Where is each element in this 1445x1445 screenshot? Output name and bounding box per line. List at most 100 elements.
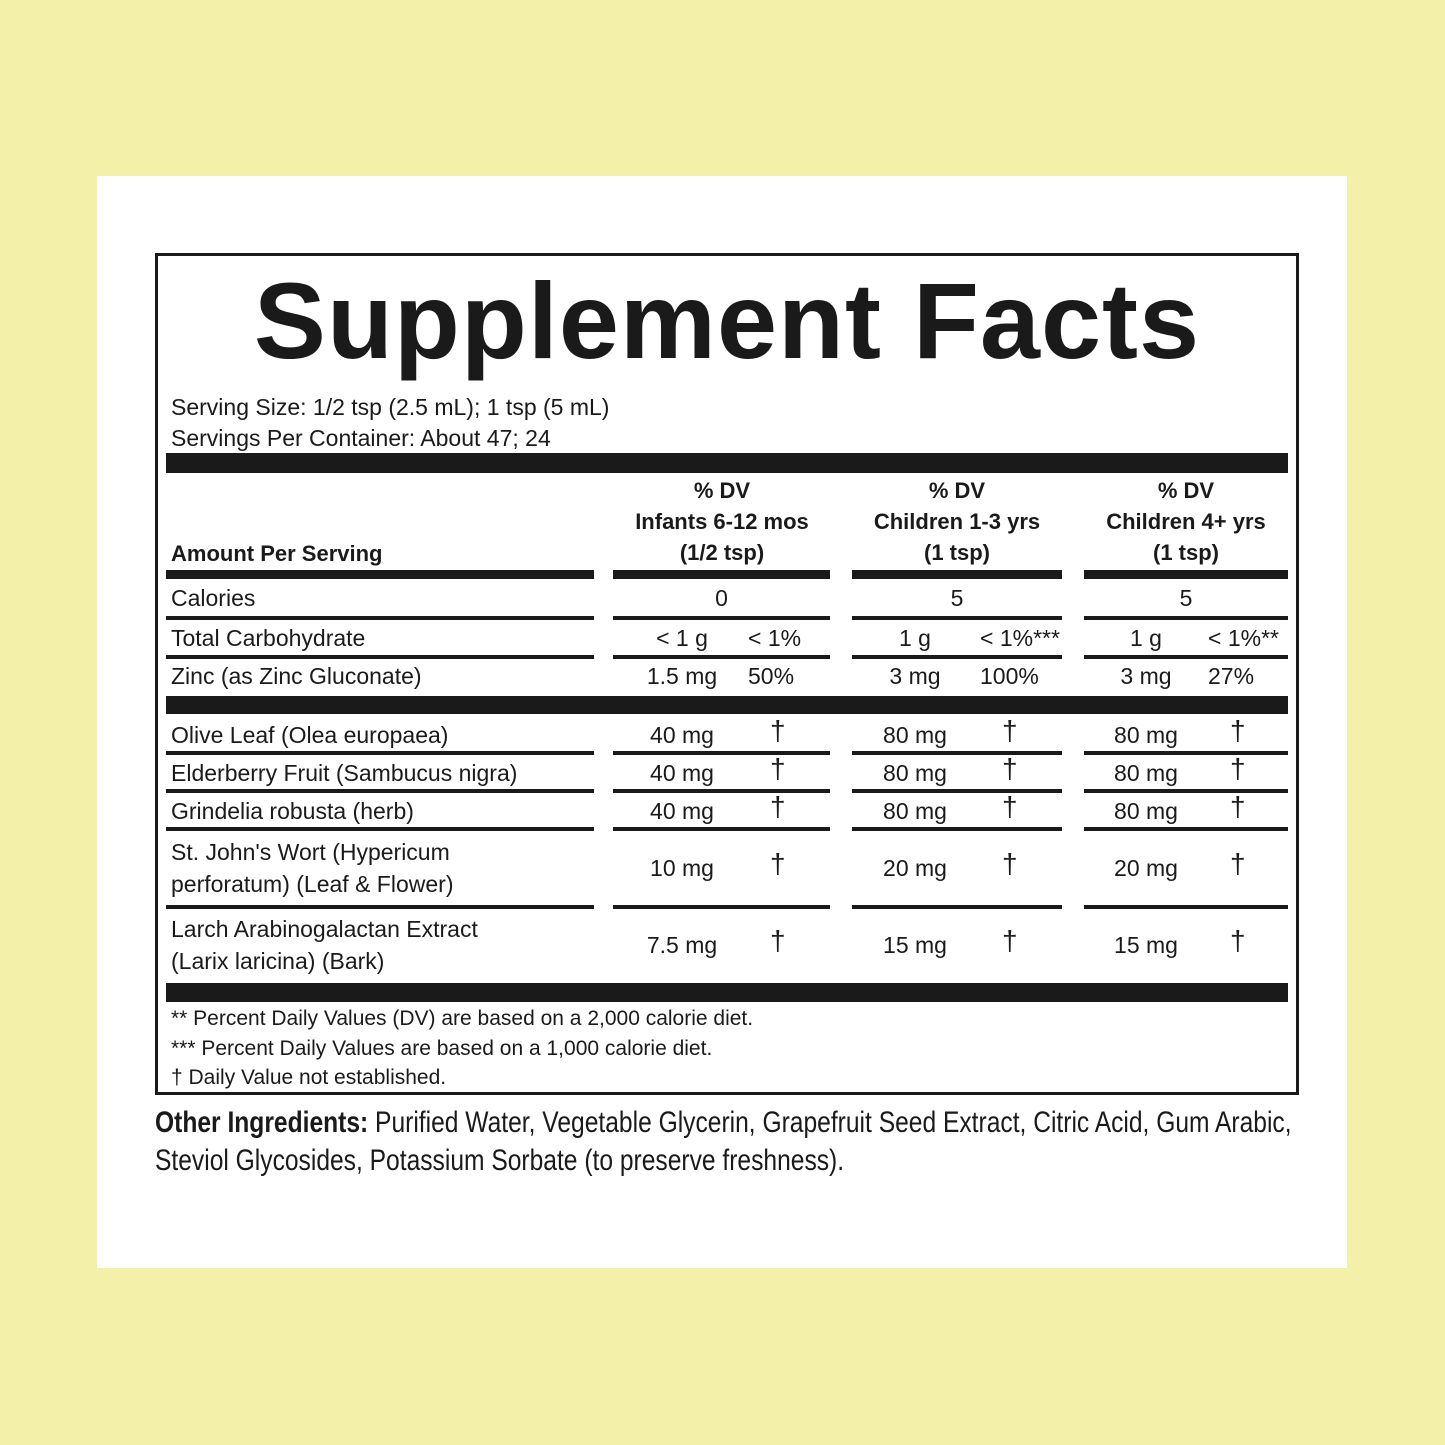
row-divider	[852, 905, 1062, 909]
amount: 80 mg	[883, 798, 947, 824]
daily-value: 50%	[748, 663, 795, 689]
row-divider	[166, 905, 594, 909]
dagger-mark: †	[1230, 925, 1246, 956]
dagger-mark: †	[1002, 791, 1018, 822]
amount: 1 g	[899, 625, 931, 651]
column-header-serving: (1 tsp)	[924, 540, 990, 565]
column-header-group: Children 4+ yrs	[1106, 509, 1266, 534]
divider-medium	[613, 570, 830, 579]
column-header-dv: % DV	[928, 478, 986, 503]
divider-thick	[166, 983, 1288, 1002]
column-header-group: Children 1-3 yrs	[873, 509, 1041, 534]
daily-value: 27%	[1208, 663, 1255, 689]
amount: < 1 g	[656, 625, 708, 651]
dagger-mark: †	[1230, 791, 1246, 822]
row-divider	[166, 789, 594, 793]
amount: 40 mg	[650, 798, 714, 824]
row-divider	[166, 827, 594, 831]
amount: 5	[1179, 585, 1193, 611]
row-divider	[852, 751, 1062, 755]
nutrient-name: Larch Arabinogalactan Extract	[171, 916, 478, 942]
divider-medium	[166, 570, 594, 579]
row-divider	[166, 751, 594, 755]
row-divider	[1084, 905, 1288, 909]
other-ingredients-label: Other Ingredients:	[155, 1106, 369, 1139]
nutrient-name: Calories	[171, 585, 256, 611]
nutrient-name: St. John's Wort (Hypericum	[171, 839, 450, 865]
amount: 80 mg	[883, 722, 947, 748]
daily-value: < 1%***	[980, 625, 1060, 651]
amount: 0	[715, 585, 728, 611]
serving-size: Serving Size: 1/2 tsp (2.5 mL); 1 tsp (5…	[171, 394, 610, 420]
amount: 20 mg	[883, 855, 947, 881]
dagger-mark: †	[1230, 715, 1246, 746]
row-divider	[166, 616, 594, 620]
footnote: ** Percent Daily Values (DV) are based o…	[171, 1007, 754, 1030]
dagger-mark: †	[770, 791, 786, 822]
row-divider	[613, 751, 830, 755]
row-divider	[1084, 827, 1288, 831]
row-divider	[1084, 751, 1288, 755]
column-header-serving: (1 tsp)	[1153, 540, 1219, 565]
row-divider	[613, 827, 830, 831]
divider-thick	[166, 696, 1288, 714]
dagger-mark: †	[1002, 925, 1018, 956]
amount: 10 mg	[650, 855, 714, 881]
amount: 80 mg	[1114, 798, 1178, 824]
supplement-facts-box	[155, 253, 1299, 1095]
nutrient-name: perforatum) (Leaf & Flower)	[171, 871, 454, 897]
white-panel	[97, 176, 1347, 1268]
dagger-mark: †	[1230, 848, 1246, 879]
column-header-dv: % DV	[1157, 478, 1215, 503]
row-divider	[166, 655, 594, 659]
amount: 7.5 mg	[646, 932, 718, 958]
column-header-serving: (1/2 tsp)	[679, 540, 765, 565]
amount-per-serving: Amount Per Serving	[171, 541, 383, 566]
dagger-mark: †	[770, 715, 786, 746]
row-divider	[1084, 655, 1288, 659]
amount: 3 mg	[889, 663, 941, 689]
row-divider	[613, 616, 830, 620]
divider-medium	[852, 570, 1062, 579]
row-divider	[852, 827, 1062, 831]
row-divider	[852, 789, 1062, 793]
row-divider	[1084, 616, 1288, 620]
servings-per-container: Servings Per Container: About 47; 24	[171, 425, 551, 451]
amount: 20 mg	[1114, 855, 1178, 881]
amount: 1 g	[1130, 625, 1162, 651]
nutrient-name: Olive Leaf (Olea europaea)	[171, 722, 449, 748]
amount: 15 mg	[883, 932, 947, 958]
amount: 5	[950, 585, 964, 611]
daily-value: < 1%	[748, 625, 802, 651]
column-header-dv: % DV	[693, 478, 751, 503]
divider-medium	[1084, 570, 1288, 579]
daily-value: 100%	[980, 663, 1039, 689]
daily-value: < 1%**	[1208, 625, 1279, 651]
nutrient-name: Grindelia robusta (herb)	[171, 798, 414, 824]
dagger-mark: †	[770, 848, 786, 879]
row-divider	[852, 655, 1062, 659]
amount: 80 mg	[883, 760, 947, 786]
footnote: *** Percent Daily Values are based on a …	[171, 1037, 713, 1060]
row-divider	[613, 789, 830, 793]
amount: 80 mg	[1114, 722, 1178, 748]
dagger-mark: †	[770, 753, 786, 784]
dagger-mark: †	[1002, 715, 1018, 746]
dagger-mark: †	[1230, 753, 1246, 784]
column-header-group: Infants 6-12 mos	[635, 509, 809, 534]
dagger-mark: †	[1002, 753, 1018, 784]
divider-thick	[166, 453, 1288, 473]
amount: 1.5 mg	[646, 663, 718, 689]
amount: 80 mg	[1114, 760, 1178, 786]
other-ingredients-text: Purified Water, Vegetable Glycerin, Grap…	[155, 1106, 1292, 1177]
nutrient-name: Total Carbohydrate	[171, 625, 366, 651]
dagger-mark: †	[770, 925, 786, 956]
row-divider	[613, 655, 830, 659]
amount: 40 mg	[650, 760, 714, 786]
amount: 3 mg	[1120, 663, 1172, 689]
footnote: † Daily Value not established.	[171, 1066, 447, 1089]
page-title: Supplement Facts	[253, 260, 1201, 381]
dagger-mark: †	[1002, 848, 1018, 879]
nutrient-name: Zinc (as Zinc Gluconate)	[171, 663, 422, 689]
row-divider	[613, 905, 830, 909]
